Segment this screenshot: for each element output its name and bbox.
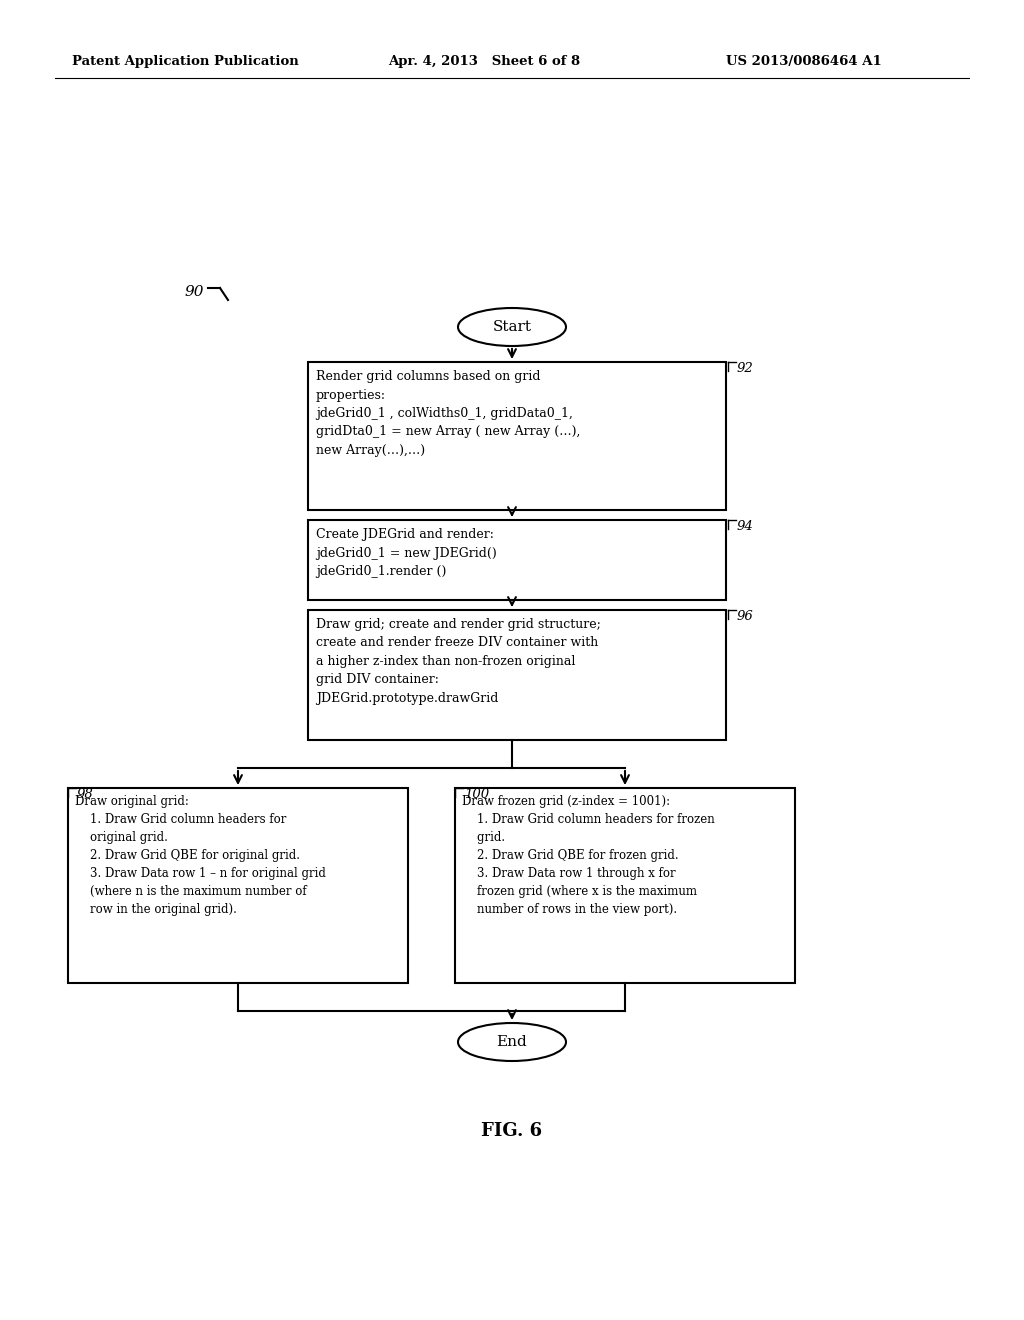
Text: 98: 98 (77, 788, 94, 801)
Text: 94: 94 (737, 520, 754, 533)
Text: 92: 92 (737, 362, 754, 375)
Bar (68, 788, 408, 983)
Text: Create JDEGrid and render:
jdeGrid0_1 = new JDEGrid()
jdeGrid0_1.render (): Create JDEGrid and render: jdeGrid0_1 = … (316, 528, 497, 578)
Text: Render grid columns based on grid
properties:
jdeGrid0_1 , colWidths0_1, gridDat: Render grid columns based on grid proper… (316, 370, 581, 457)
Text: FIG. 6: FIG. 6 (481, 1122, 543, 1140)
Text: Apr. 4, 2013   Sheet 6 of 8: Apr. 4, 2013 Sheet 6 of 8 (388, 55, 581, 69)
Text: Draw original grid:
    1. Draw Grid column headers for
    original grid.
    2: Draw original grid: 1. Draw Grid column … (75, 795, 326, 916)
Text: Patent Application Publication: Patent Application Publication (72, 55, 299, 69)
Text: Draw grid; create and render grid structure;
create and render freeze DIV contai: Draw grid; create and render grid struct… (316, 618, 601, 705)
Bar (308, 520, 726, 601)
Text: Draw frozen grid (z-index = 1001):
    1. Draw Grid column headers for frozen
  : Draw frozen grid (z-index = 1001): 1. Dr… (462, 795, 715, 916)
Bar (455, 788, 795, 983)
Text: Start: Start (493, 319, 531, 334)
Text: 90: 90 (184, 285, 204, 300)
Text: US 2013/0086464 A1: US 2013/0086464 A1 (726, 55, 882, 69)
Bar (308, 610, 726, 741)
Text: 96: 96 (737, 610, 754, 623)
Text: End: End (497, 1035, 527, 1049)
Text: 100: 100 (464, 788, 489, 801)
Bar (308, 362, 726, 510)
